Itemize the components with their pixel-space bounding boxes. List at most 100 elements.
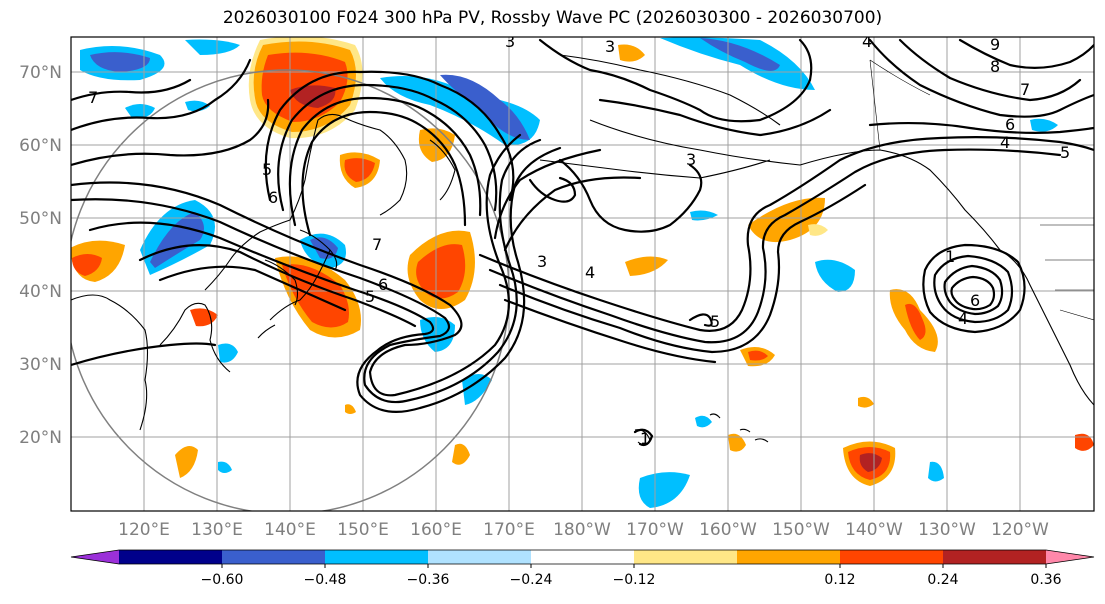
colorbar-segment [943, 550, 1047, 564]
pv-contour-line [138, 148, 602, 328]
pv-contour-line [958, 38, 1094, 69]
kamchatka-coast [429, 139, 456, 201]
pv-contour-line [71, 138, 542, 404]
pv-contour-line [71, 133, 522, 397]
pv-contour-line [528, 176, 577, 203]
pv-contour-line [538, 38, 813, 123]
anomaly-blob [72, 254, 102, 276]
contour-label: 6 [378, 275, 388, 294]
lat-label: 40°N [19, 282, 62, 302]
anomaly-blob [905, 303, 926, 340]
colorbar-tick-label: −0.60 [201, 572, 244, 588]
colorbar-segment [119, 550, 223, 564]
anomaly-blob [452, 443, 470, 465]
pv-contour-line [558, 158, 703, 233]
pv-contour-line [71, 342, 217, 367]
colorbar-tick-label: 0.36 [1030, 572, 1061, 588]
lon-label: 140°E [264, 520, 316, 540]
lon-label: 170°W [626, 520, 684, 540]
contour-label: 5 [710, 312, 720, 331]
anomaly-blob [700, 38, 780, 71]
lon-label: 150°E [337, 520, 389, 540]
anomaly-blob [859, 453, 882, 472]
colorbar-segment [222, 550, 326, 564]
contour-label: 4 [958, 309, 968, 328]
lat-label: 70°N [19, 63, 62, 83]
contour-label: 3 [537, 252, 547, 271]
anomaly-blob [618, 44, 645, 62]
contour-label: 1 [945, 247, 955, 266]
state-borders [869, 59, 1094, 321]
anomaly-blob [638, 472, 690, 508]
colorbar-segment [325, 550, 429, 564]
contour-label: 7 [1020, 80, 1030, 99]
anomaly-blob [185, 39, 240, 55]
graticule [71, 37, 1094, 511]
lat-label: 50°N [19, 209, 62, 229]
anomaly-blob [290, 85, 336, 108]
pv-contour-line [264, 70, 515, 202]
anomaly-blob [660, 37, 815, 90]
anomaly-blob [125, 104, 155, 119]
contour-label: 4 [585, 263, 595, 282]
anomaly-blob [815, 259, 855, 292]
anomaly-blob [218, 343, 238, 363]
lat-label: 60°N [19, 136, 62, 156]
anomaly-blob [808, 224, 828, 236]
anomaly-blob [150, 212, 204, 268]
lon-label: 170°E [483, 520, 535, 540]
anomaly-blob [1030, 118, 1058, 132]
pv-contour-line [943, 264, 1004, 316]
lat-label: 30°N [19, 355, 62, 375]
lon-label: 120°E [118, 520, 170, 540]
pv-contour-line [498, 183, 867, 354]
contour-label: 6 [970, 291, 980, 310]
longitude-labels: 120°E 130°E 140°E 150°E 160°E 170°E 180°… [118, 520, 1049, 540]
colorbar-segment [531, 550, 635, 564]
contour-label: 3 [686, 150, 696, 169]
pv-contour-line [868, 38, 1094, 118]
anomaly-blob [728, 433, 746, 452]
anomaly-blob [462, 374, 492, 405]
contour-label: 6 [268, 188, 278, 207]
contour-label: 7 [372, 235, 382, 254]
colorbar-tick-label: 0.12 [824, 572, 855, 588]
pv-contour-line [503, 298, 717, 364]
pv-contour-line [633, 428, 654, 447]
colorbar-segment [840, 550, 944, 564]
lon-label: 120°W [991, 520, 1049, 540]
contour-labels: 7 3 3 4 9 8 7 6 5 4 3 5 6 7 6 5 3 4 5 1 … [88, 32, 1070, 448]
contour-label: 4 [1000, 133, 1010, 152]
map-frame [70, 36, 1095, 512]
lon-label: 160°E [410, 520, 462, 540]
lon-label: 130°W [918, 520, 976, 540]
colorbar-tick-label: 0.24 [927, 572, 958, 588]
colorbar-tick-label: −0.12 [613, 572, 656, 588]
lat-label: 20°N [19, 428, 62, 448]
anomaly-blob [345, 404, 356, 414]
anomaly-blob [416, 244, 466, 299]
anomaly-blob [218, 461, 232, 473]
colorbar-extend-high [1046, 550, 1094, 564]
contour-label: 3 [605, 37, 615, 56]
pv-contour-line [922, 243, 1026, 334]
contour-label: 4 [862, 32, 872, 51]
pv-contour-line [898, 38, 1082, 102]
contour-label: 1 [640, 429, 650, 448]
contour-label: 8 [990, 57, 1000, 76]
lon-label: 150°W [772, 520, 830, 540]
lon-label: 160°W [699, 520, 757, 540]
anomaly-blob [858, 396, 874, 408]
colorbar-tick-label: −0.24 [510, 572, 553, 588]
pv-contour-line [933, 254, 1014, 324]
contour-label: 5 [262, 160, 272, 179]
asia-coast [71, 113, 408, 431]
pv-contour-line [488, 148, 1062, 344]
anomaly-blob [1075, 433, 1094, 451]
pv-contour-line [277, 83, 498, 212]
contour-label: 6 [1005, 115, 1015, 134]
lon-label: 140°W [845, 520, 903, 540]
latitude-labels: 70°N 60°N 50°N 40°N 30°N 20°N [19, 63, 62, 448]
pv-contour-line [478, 136, 1094, 332]
